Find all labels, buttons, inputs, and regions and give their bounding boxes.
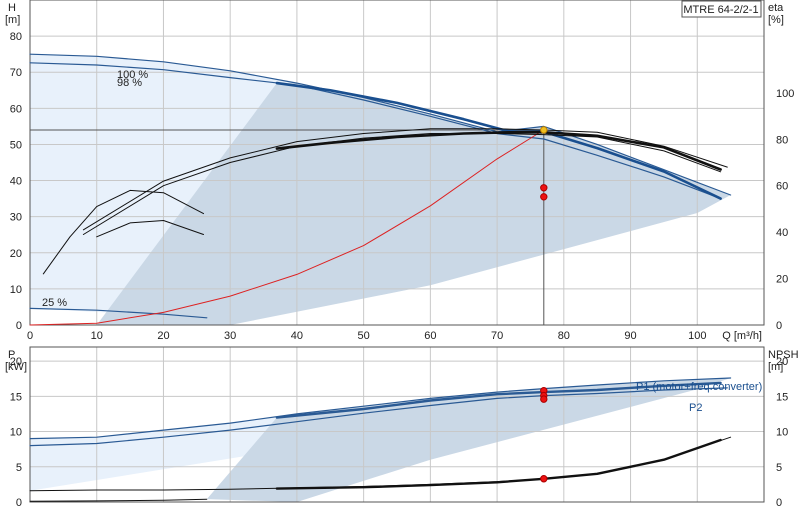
- speed-label-98: 98 %: [117, 77, 142, 89]
- y-right-axis-title: eta: [768, 2, 784, 14]
- legend-label-p2: P2: [689, 402, 702, 414]
- series-line-1-4: [275, 438, 722, 490]
- operating-area-dark: [206, 378, 731, 502]
- x-tick-label: 20: [157, 330, 169, 342]
- model-label-box: [681, 0, 762, 18]
- x-tick-label: 0: [27, 330, 33, 342]
- x-tick-label: 80: [558, 330, 570, 342]
- curves-layer: [29, 53, 732, 502]
- y-left-tick-label: 15: [10, 391, 22, 403]
- series-line-0-0: [29, 53, 732, 196]
- y-left-tick-label: 20: [10, 356, 22, 368]
- series-line-0-5: [82, 128, 728, 231]
- grid-layer: [29, 0, 765, 503]
- y-left-axis-title: P: [8, 349, 15, 361]
- y-right-axis-unit: [%]: [768, 14, 784, 26]
- y-right-tick-label: 100: [776, 88, 794, 100]
- x-tick-label: 30: [224, 330, 236, 342]
- plot-frame: [29, 346, 765, 503]
- operating-area-light: [30, 378, 731, 502]
- y-left-tick-label: 40: [10, 176, 22, 188]
- operating-area-layer: [30, 54, 731, 502]
- series-line-1-0: [29, 377, 732, 440]
- operating-area-dark: [96, 83, 731, 325]
- marker-point-0-0: [540, 126, 548, 134]
- y-right-tick-label: 10: [776, 427, 788, 439]
- y-right-tick-label: 20: [776, 274, 788, 286]
- x-tick-label: 100: [688, 330, 706, 342]
- y-right-tick-label: 15: [776, 391, 788, 403]
- series-line-1-1: [29, 387, 728, 447]
- y-right-tick-label: 40: [776, 227, 788, 239]
- x-tick-label: 50: [358, 330, 370, 342]
- series-line-0-4: [29, 129, 545, 326]
- y-left-tick-label: 50: [10, 139, 22, 151]
- series-line-0-1: [29, 62, 722, 200]
- plot-frame: [29, 0, 765, 326]
- x-tick-label: 40: [291, 330, 303, 342]
- series-line-0-9: [96, 220, 204, 238]
- y-left-tick-label: 0: [16, 497, 22, 509]
- series-line-0-8: [42, 189, 204, 275]
- y-right-axis-title: NPSH: [768, 349, 799, 361]
- y-left-tick-label: 10: [10, 427, 22, 439]
- y-left-tick-label: 60: [10, 103, 22, 115]
- y-right-tick-label: 60: [776, 181, 788, 193]
- series-line-1-5: [29, 498, 208, 502]
- y-left-tick-label: 30: [10, 212, 22, 224]
- y-left-axis-unit: [kW]: [5, 361, 27, 373]
- speed-label-100: 100 %: [117, 69, 148, 81]
- legend-label-p1: P1 (motor+freq.converter): [636, 381, 762, 393]
- y-left-tick-label: 0: [16, 320, 22, 332]
- y-left-axis-title: H: [8, 2, 16, 14]
- x-axis-label: Q [m³/h]: [722, 330, 762, 342]
- x-tick-label: 10: [91, 330, 103, 342]
- y-left-axis-unit: [m]: [5, 14, 20, 26]
- marker-point-0-1: [540, 184, 548, 192]
- x-tick-label: 90: [624, 330, 636, 342]
- marker-point-1-3: [540, 475, 548, 483]
- y-right-axis-unit: [m]: [768, 361, 783, 373]
- marker-point-1-2: [540, 395, 548, 403]
- chart-title: MTRE 64-2/2-1: [683, 4, 758, 16]
- x-tick-label: 70: [491, 330, 503, 342]
- y-right-tick-label: 5: [776, 462, 782, 474]
- series-line-0-6: [82, 133, 722, 235]
- series-line-1-2: [275, 381, 722, 419]
- y-left-tick-label: 10: [10, 284, 22, 296]
- series-line-0-2: [29, 307, 208, 319]
- series-line-0-7: [275, 131, 722, 171]
- speed-label-25: 25 %: [42, 297, 67, 309]
- y-left-tick-label: 5: [16, 462, 22, 474]
- x-tick-label: 60: [424, 330, 436, 342]
- y-right-tick-label: 0: [776, 320, 782, 332]
- marker-point-0-2: [540, 193, 548, 201]
- y-right-tick-label: 20: [776, 356, 788, 368]
- y-left-tick-label: 20: [10, 248, 22, 260]
- y-left-tick-label: 70: [10, 67, 22, 79]
- y-right-tick-label: 0: [776, 497, 782, 509]
- labels-layer: 0 10 20 30 40 50 60 70 80 90 100 Q [m³/h]0102030405…: [5, 0, 799, 509]
- y-right-tick-label: 80: [776, 134, 788, 146]
- y-left-tick-label: 80: [10, 31, 22, 43]
